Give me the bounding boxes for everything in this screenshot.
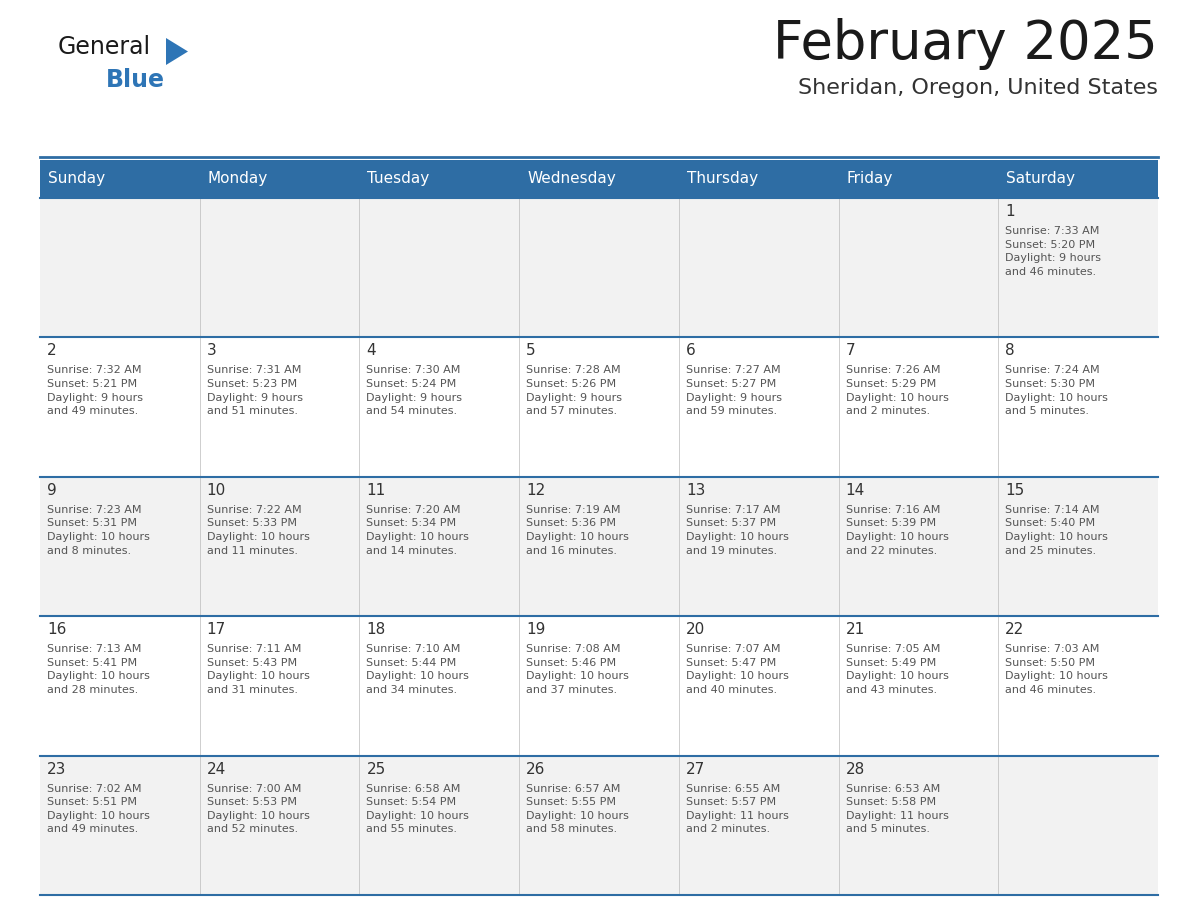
Text: Sunrise: 6:57 AM
Sunset: 5:55 PM
Daylight: 10 hours
and 58 minutes.: Sunrise: 6:57 AM Sunset: 5:55 PM Dayligh… bbox=[526, 784, 628, 834]
Bar bbox=[519, 160, 678, 198]
Text: Sunrise: 7:32 AM
Sunset: 5:21 PM
Daylight: 9 hours
and 49 minutes.: Sunrise: 7:32 AM Sunset: 5:21 PM Dayligh… bbox=[48, 365, 143, 416]
Text: Sheridan, Oregon, United States: Sheridan, Oregon, United States bbox=[798, 78, 1158, 98]
Text: Sunrise: 7:14 AM
Sunset: 5:40 PM
Daylight: 10 hours
and 25 minutes.: Sunrise: 7:14 AM Sunset: 5:40 PM Dayligh… bbox=[1005, 505, 1108, 555]
Text: Sunday: Sunday bbox=[48, 172, 105, 186]
Text: Tuesday: Tuesday bbox=[367, 172, 430, 186]
Text: 8: 8 bbox=[1005, 343, 1015, 358]
Text: Wednesday: Wednesday bbox=[527, 172, 615, 186]
Bar bbox=[200, 160, 360, 198]
Bar bbox=[40, 338, 1158, 476]
Text: 28: 28 bbox=[846, 762, 865, 777]
Text: 7: 7 bbox=[846, 343, 855, 358]
Text: 22: 22 bbox=[1005, 622, 1024, 637]
Text: 6: 6 bbox=[685, 343, 696, 358]
Text: 19: 19 bbox=[526, 622, 545, 637]
Text: 11: 11 bbox=[366, 483, 386, 498]
Bar bbox=[360, 160, 519, 198]
Bar bbox=[40, 616, 1158, 756]
Text: 15: 15 bbox=[1005, 483, 1024, 498]
Text: 3: 3 bbox=[207, 343, 216, 358]
Text: Thursday: Thursday bbox=[687, 172, 758, 186]
Text: Sunrise: 7:30 AM
Sunset: 5:24 PM
Daylight: 9 hours
and 54 minutes.: Sunrise: 7:30 AM Sunset: 5:24 PM Dayligh… bbox=[366, 365, 462, 416]
Bar bbox=[40, 756, 1158, 895]
Text: Sunrise: 7:24 AM
Sunset: 5:30 PM
Daylight: 10 hours
and 5 minutes.: Sunrise: 7:24 AM Sunset: 5:30 PM Dayligh… bbox=[1005, 365, 1108, 416]
Text: General: General bbox=[58, 35, 151, 59]
Text: Sunrise: 7:20 AM
Sunset: 5:34 PM
Daylight: 10 hours
and 14 minutes.: Sunrise: 7:20 AM Sunset: 5:34 PM Dayligh… bbox=[366, 505, 469, 555]
Text: Sunrise: 7:22 AM
Sunset: 5:33 PM
Daylight: 10 hours
and 11 minutes.: Sunrise: 7:22 AM Sunset: 5:33 PM Dayligh… bbox=[207, 505, 310, 555]
Text: 27: 27 bbox=[685, 762, 706, 777]
Text: 1: 1 bbox=[1005, 204, 1015, 219]
Text: Sunrise: 7:19 AM
Sunset: 5:36 PM
Daylight: 10 hours
and 16 minutes.: Sunrise: 7:19 AM Sunset: 5:36 PM Dayligh… bbox=[526, 505, 628, 555]
Text: Sunrise: 6:55 AM
Sunset: 5:57 PM
Daylight: 11 hours
and 2 minutes.: Sunrise: 6:55 AM Sunset: 5:57 PM Dayligh… bbox=[685, 784, 789, 834]
Text: Sunrise: 7:33 AM
Sunset: 5:20 PM
Daylight: 9 hours
and 46 minutes.: Sunrise: 7:33 AM Sunset: 5:20 PM Dayligh… bbox=[1005, 226, 1101, 277]
Text: Sunrise: 7:02 AM
Sunset: 5:51 PM
Daylight: 10 hours
and 49 minutes.: Sunrise: 7:02 AM Sunset: 5:51 PM Dayligh… bbox=[48, 784, 150, 834]
Text: Monday: Monday bbox=[208, 172, 268, 186]
Text: 23: 23 bbox=[48, 762, 67, 777]
Text: 25: 25 bbox=[366, 762, 386, 777]
Text: Sunrise: 7:31 AM
Sunset: 5:23 PM
Daylight: 9 hours
and 51 minutes.: Sunrise: 7:31 AM Sunset: 5:23 PM Dayligh… bbox=[207, 365, 303, 416]
Text: Sunrise: 6:58 AM
Sunset: 5:54 PM
Daylight: 10 hours
and 55 minutes.: Sunrise: 6:58 AM Sunset: 5:54 PM Dayligh… bbox=[366, 784, 469, 834]
Text: Sunrise: 7:23 AM
Sunset: 5:31 PM
Daylight: 10 hours
and 8 minutes.: Sunrise: 7:23 AM Sunset: 5:31 PM Dayligh… bbox=[48, 505, 150, 555]
Text: February 2025: February 2025 bbox=[773, 18, 1158, 70]
Text: Sunrise: 7:10 AM
Sunset: 5:44 PM
Daylight: 10 hours
and 34 minutes.: Sunrise: 7:10 AM Sunset: 5:44 PM Dayligh… bbox=[366, 644, 469, 695]
Text: Friday: Friday bbox=[847, 172, 893, 186]
Text: Sunrise: 7:27 AM
Sunset: 5:27 PM
Daylight: 9 hours
and 59 minutes.: Sunrise: 7:27 AM Sunset: 5:27 PM Dayligh… bbox=[685, 365, 782, 416]
Bar bbox=[40, 160, 200, 198]
Text: Sunrise: 6:53 AM
Sunset: 5:58 PM
Daylight: 11 hours
and 5 minutes.: Sunrise: 6:53 AM Sunset: 5:58 PM Dayligh… bbox=[846, 784, 948, 834]
Text: Sunrise: 7:11 AM
Sunset: 5:43 PM
Daylight: 10 hours
and 31 minutes.: Sunrise: 7:11 AM Sunset: 5:43 PM Dayligh… bbox=[207, 644, 310, 695]
Text: 17: 17 bbox=[207, 622, 226, 637]
Text: 20: 20 bbox=[685, 622, 706, 637]
Text: Saturday: Saturday bbox=[1006, 172, 1075, 186]
Text: 4: 4 bbox=[366, 343, 377, 358]
Bar bbox=[40, 476, 1158, 616]
Text: 13: 13 bbox=[685, 483, 706, 498]
Text: Sunrise: 7:07 AM
Sunset: 5:47 PM
Daylight: 10 hours
and 40 minutes.: Sunrise: 7:07 AM Sunset: 5:47 PM Dayligh… bbox=[685, 644, 789, 695]
Text: Sunrise: 7:03 AM
Sunset: 5:50 PM
Daylight: 10 hours
and 46 minutes.: Sunrise: 7:03 AM Sunset: 5:50 PM Dayligh… bbox=[1005, 644, 1108, 695]
Bar bbox=[40, 198, 1158, 338]
Text: 16: 16 bbox=[48, 622, 67, 637]
Text: 5: 5 bbox=[526, 343, 536, 358]
Text: Sunrise: 7:17 AM
Sunset: 5:37 PM
Daylight: 10 hours
and 19 minutes.: Sunrise: 7:17 AM Sunset: 5:37 PM Dayligh… bbox=[685, 505, 789, 555]
Text: 10: 10 bbox=[207, 483, 226, 498]
Text: Sunrise: 7:00 AM
Sunset: 5:53 PM
Daylight: 10 hours
and 52 minutes.: Sunrise: 7:00 AM Sunset: 5:53 PM Dayligh… bbox=[207, 784, 310, 834]
Text: Blue: Blue bbox=[106, 68, 165, 92]
Text: 26: 26 bbox=[526, 762, 545, 777]
Text: Sunrise: 7:26 AM
Sunset: 5:29 PM
Daylight: 10 hours
and 2 minutes.: Sunrise: 7:26 AM Sunset: 5:29 PM Dayligh… bbox=[846, 365, 948, 416]
Text: 12: 12 bbox=[526, 483, 545, 498]
Text: 9: 9 bbox=[48, 483, 57, 498]
Text: 2: 2 bbox=[48, 343, 57, 358]
Text: Sunrise: 7:28 AM
Sunset: 5:26 PM
Daylight: 9 hours
and 57 minutes.: Sunrise: 7:28 AM Sunset: 5:26 PM Dayligh… bbox=[526, 365, 623, 416]
Bar bbox=[998, 160, 1158, 198]
Text: Sunrise: 7:13 AM
Sunset: 5:41 PM
Daylight: 10 hours
and 28 minutes.: Sunrise: 7:13 AM Sunset: 5:41 PM Dayligh… bbox=[48, 644, 150, 695]
Text: Sunrise: 7:05 AM
Sunset: 5:49 PM
Daylight: 10 hours
and 43 minutes.: Sunrise: 7:05 AM Sunset: 5:49 PM Dayligh… bbox=[846, 644, 948, 695]
Text: Sunrise: 7:16 AM
Sunset: 5:39 PM
Daylight: 10 hours
and 22 minutes.: Sunrise: 7:16 AM Sunset: 5:39 PM Dayligh… bbox=[846, 505, 948, 555]
Text: 14: 14 bbox=[846, 483, 865, 498]
Text: 18: 18 bbox=[366, 622, 386, 637]
Bar bbox=[839, 160, 998, 198]
Text: Sunrise: 7:08 AM
Sunset: 5:46 PM
Daylight: 10 hours
and 37 minutes.: Sunrise: 7:08 AM Sunset: 5:46 PM Dayligh… bbox=[526, 644, 628, 695]
Text: 24: 24 bbox=[207, 762, 226, 777]
Text: 21: 21 bbox=[846, 622, 865, 637]
Bar bbox=[678, 160, 839, 198]
Polygon shape bbox=[166, 38, 188, 65]
